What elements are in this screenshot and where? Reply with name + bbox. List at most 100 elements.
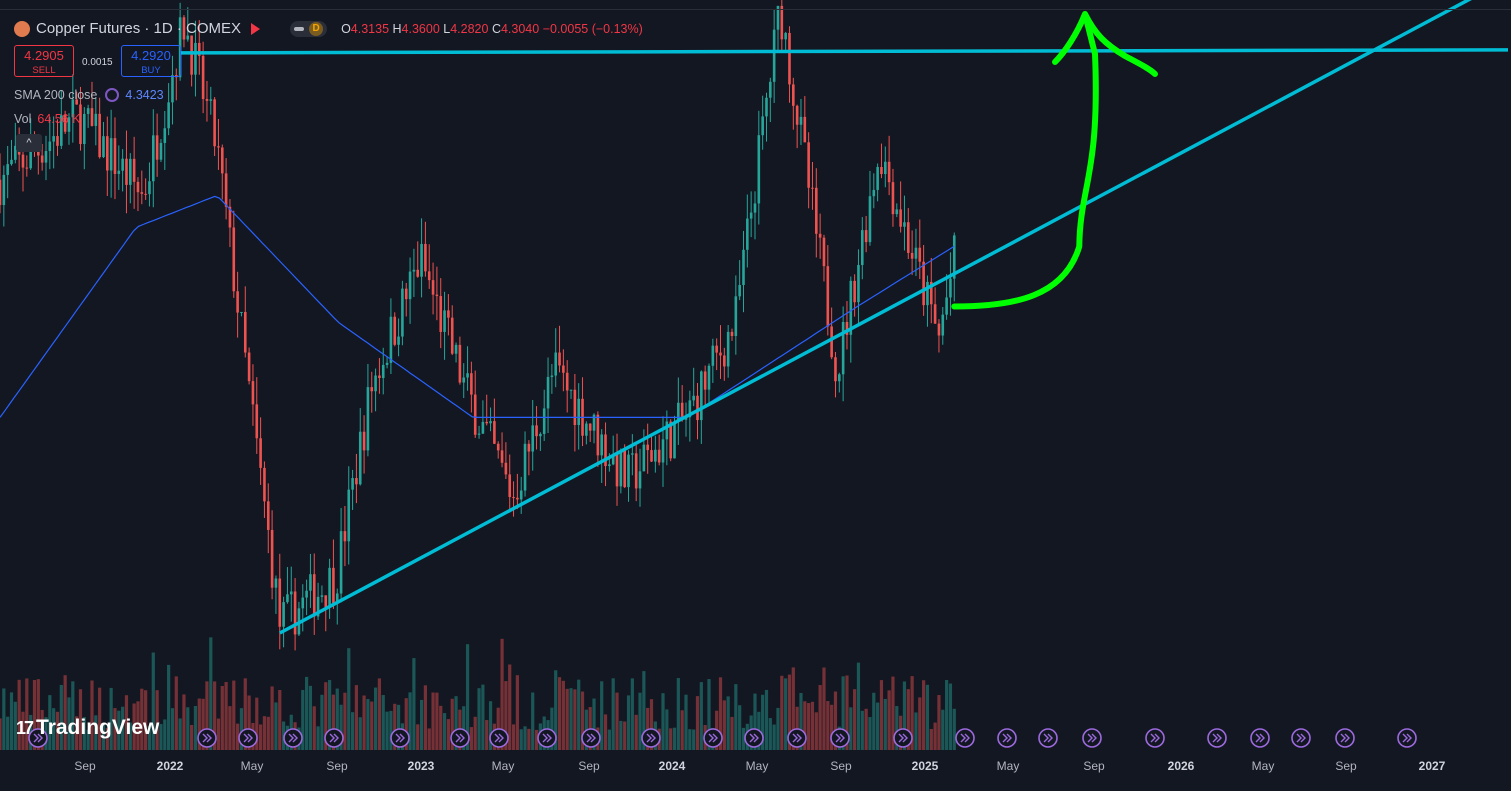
event-marker-icon	[537, 728, 557, 748]
volume-bar	[860, 710, 864, 750]
time-axis[interactable]: Sep 2022 May Sep 2023 May Sep 2024 May Sep 2025 May…	[0, 750, 1511, 791]
volume-bar	[615, 692, 619, 750]
candle	[171, 55, 174, 125]
volume-bar	[101, 723, 106, 750]
x-tick-label: Sep	[578, 759, 600, 773]
candle	[539, 432, 542, 451]
candle	[282, 596, 285, 648]
volume-bar	[335, 688, 339, 750]
symbol-title[interactable]: Copper Futures · 1D · COMEX	[36, 20, 242, 37]
candle	[263, 461, 266, 518]
candle	[52, 116, 55, 169]
candle	[420, 218, 423, 298]
volume-bar	[845, 675, 849, 750]
volume-bar	[105, 727, 109, 750]
volume-bar	[442, 713, 447, 750]
volume-bar	[699, 682, 703, 750]
volume-bar	[738, 705, 742, 750]
volume-bar	[239, 708, 244, 750]
candle	[868, 170, 872, 246]
x-tick-label: May	[491, 759, 515, 773]
volume-bar	[465, 644, 470, 750]
candle	[554, 328, 558, 388]
event-marker-icon	[197, 728, 217, 748]
candle	[109, 109, 113, 198]
volume-bar	[144, 690, 148, 750]
sma-settings-icon[interactable]	[105, 88, 120, 102]
data-status-pill[interactable]: D	[290, 20, 328, 37]
x-tick-label: May	[745, 759, 769, 773]
volume-bar	[232, 680, 236, 750]
collapse-legend-button[interactable]: ^	[16, 134, 42, 152]
volume-bar	[71, 681, 75, 750]
volume-bar	[243, 678, 247, 750]
event-marker-icon	[955, 728, 975, 748]
candle	[799, 98, 803, 145]
volume-bar	[167, 664, 171, 750]
event-marker-icon	[1291, 728, 1311, 748]
candle	[512, 481, 515, 517]
sma-label: SMA 200 close	[14, 88, 98, 102]
volume-bar	[634, 714, 638, 750]
candle	[707, 363, 711, 406]
volume-bar	[561, 680, 565, 750]
volume-bar	[833, 691, 838, 750]
candle	[48, 116, 52, 170]
volume-bar	[78, 689, 83, 750]
candle	[232, 210, 236, 298]
volume-bar	[17, 679, 21, 750]
volume-bar	[304, 676, 309, 750]
volume-bar	[488, 701, 493, 750]
candle	[358, 408, 362, 486]
candle	[213, 97, 216, 157]
candle	[952, 232, 956, 302]
volume-bar	[895, 706, 899, 750]
candle	[155, 113, 159, 177]
volume-bar	[52, 708, 56, 750]
resistance-line	[179, 48, 1509, 55]
volume-bar	[124, 695, 129, 750]
candle	[167, 83, 170, 136]
volume-bar	[776, 707, 780, 750]
candle	[255, 377, 259, 454]
volume-bar	[354, 685, 359, 750]
candle	[393, 312, 397, 347]
candle	[125, 130, 128, 214]
candle	[849, 276, 853, 363]
buy-button[interactable]: 4.2920 BUY	[121, 45, 181, 77]
volume-bar	[385, 711, 389, 750]
volume-bar	[830, 704, 834, 750]
volume-bar	[876, 702, 880, 750]
candle	[347, 466, 351, 565]
candle	[186, 7, 190, 42]
sma-200-line	[0, 195, 955, 418]
candle	[60, 90, 63, 150]
candle	[332, 539, 335, 609]
candle	[473, 370, 477, 438]
candle	[596, 411, 600, 467]
volume-bar	[569, 688, 573, 750]
sma-indicator-legend[interactable]: SMA 200 close 4.3423	[14, 88, 164, 102]
candle	[343, 505, 347, 567]
volume-bar	[925, 684, 930, 750]
volume-bar	[94, 715, 98, 750]
volume-bar	[918, 697, 922, 750]
copper-logo-icon	[14, 20, 30, 37]
volume-indicator-legend[interactable]: Vol 64.56 K	[14, 112, 80, 126]
candle	[102, 121, 105, 159]
event-marker-icon	[703, 728, 723, 748]
candle	[504, 442, 508, 479]
volume-bar	[454, 696, 458, 750]
candle	[818, 213, 822, 259]
sell-button[interactable]: 4.2905 SELL	[14, 45, 74, 77]
volume-bar	[147, 725, 152, 750]
volume-bar	[427, 728, 431, 750]
candle	[435, 266, 439, 321]
volume-bar	[182, 694, 186, 750]
volume-bar	[462, 706, 466, 750]
volume-bar	[193, 705, 198, 750]
x-tick-label: 2025	[911, 759, 939, 773]
flag-icon[interactable]	[251, 22, 261, 35]
candle	[144, 178, 147, 200]
